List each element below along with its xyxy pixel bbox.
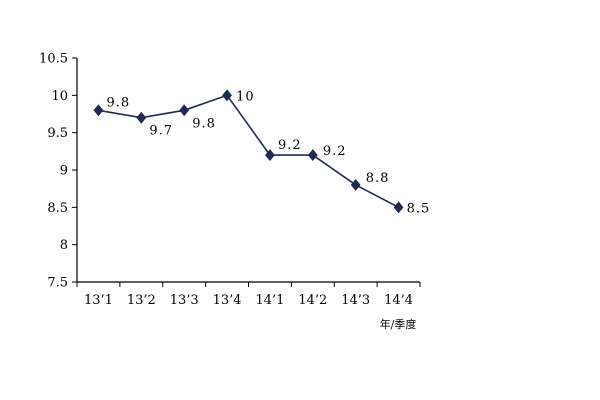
y-tick-label: 10.5: [39, 52, 68, 67]
series-markers: [93, 89, 404, 214]
series-marker: [136, 111, 147, 124]
x-tick-label: 13’2: [127, 293, 156, 308]
series-marker: [307, 149, 318, 162]
series-marker: [93, 104, 104, 117]
x-tick-label: 14’4: [384, 293, 413, 308]
data-label: 9.2: [323, 144, 347, 159]
x-tick-label: 14’2: [298, 293, 327, 308]
data-label: 10: [236, 89, 255, 104]
data-labels: 9.8 9.7 9.8 10 9.2 9.2 8.8 8.5: [106, 89, 431, 216]
y-tick-label: 10: [51, 89, 68, 104]
x-tick-label: 13’4: [213, 293, 242, 308]
y-axis-ticks: 7.5 8 8.5 9 9.5 10 10.5: [39, 52, 77, 291]
series-marker: [179, 104, 190, 117]
x-axis-unit-label: 年/季度: [380, 317, 417, 331]
x-tick-label: 14’1: [255, 293, 284, 308]
data-label: 9.8: [106, 95, 130, 110]
series-line: [98, 94, 399, 209]
data-label: 9.8: [192, 116, 216, 131]
x-axis-ticks: 13’1 13’2 13’3 13’4 14’1 14’2 14’3 14’4: [76, 282, 421, 308]
y-tick-label: 9.5: [47, 126, 68, 141]
data-label: 9.2: [278, 138, 302, 153]
data-label: 9.7: [149, 124, 173, 139]
y-tick-label: 8.5: [47, 201, 68, 216]
series-marker: [222, 89, 232, 102]
x-tick-label: 13’1: [84, 293, 113, 308]
x-tick-label: 14’3: [341, 293, 370, 308]
series-marker: [350, 178, 361, 191]
x-tick-label: 13’3: [170, 293, 199, 308]
y-tick-label: 9: [60, 164, 68, 179]
series-marker: [393, 201, 404, 214]
y-tick-label: 7.5: [47, 276, 68, 291]
data-label: 8.8: [366, 171, 390, 186]
y-tick-label: 8: [60, 238, 68, 253]
data-label: 8.5: [407, 201, 431, 216]
series-marker: [265, 149, 275, 162]
